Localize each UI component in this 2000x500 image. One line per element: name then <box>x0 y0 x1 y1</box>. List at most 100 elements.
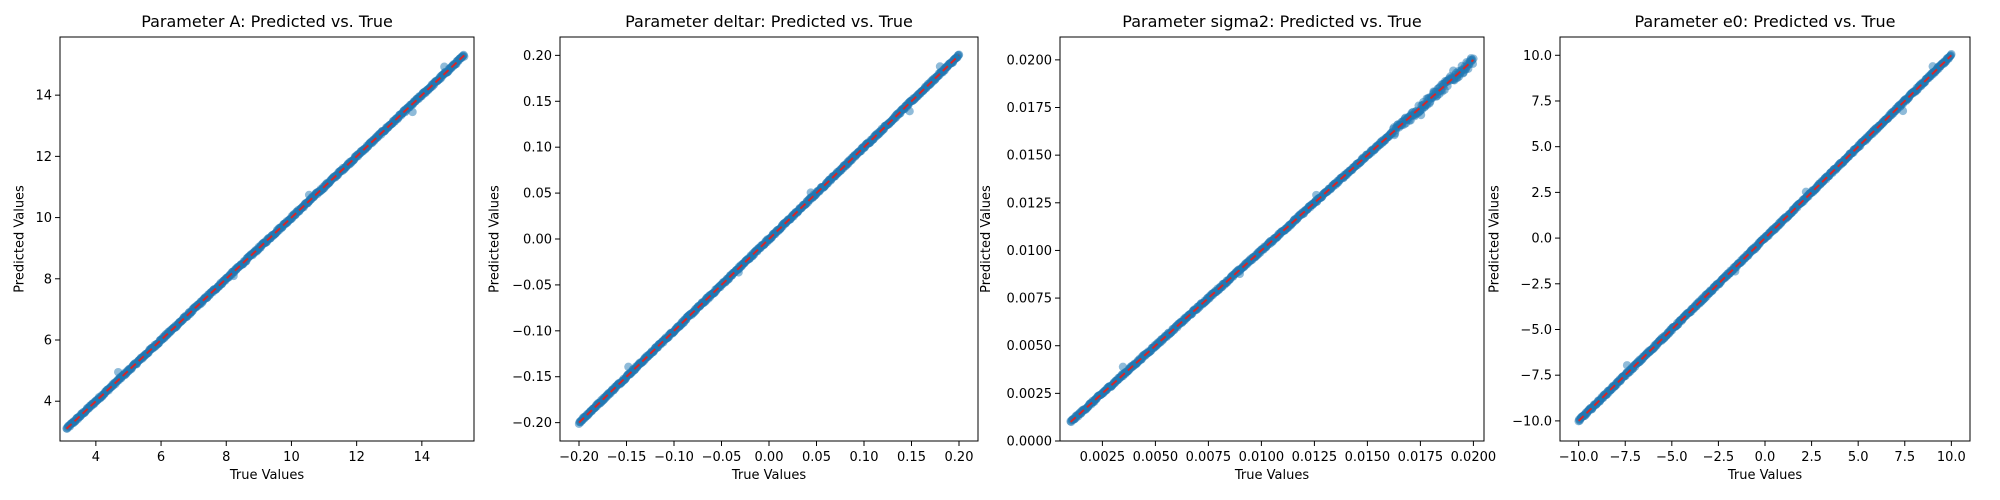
y-tick-label: −10.0 <box>1512 414 1552 429</box>
x-tick-label: 8 <box>222 450 230 465</box>
x-tick-label: 2.5 <box>1801 450 1822 465</box>
x-tick-label: 0.0100 <box>1239 450 1285 465</box>
chart-title: Parameter e0: Predicted vs. True <box>1635 12 1896 31</box>
x-tick-label: 4 <box>92 450 100 465</box>
scatter-point <box>408 107 417 117</box>
reference-line <box>65 54 465 430</box>
y-tick-label: 2.5 <box>1531 186 1552 201</box>
scatter-point <box>954 50 964 59</box>
scatter-point <box>905 106 914 116</box>
y-tick-label: 10.0 <box>1523 49 1552 64</box>
y-tick-label: 0.15 <box>523 95 552 110</box>
x-axis-label: True Values <box>1234 468 1309 483</box>
x-tick-label: −5.0 <box>1656 450 1688 465</box>
scatter-point <box>1449 66 1458 75</box>
y-tick-label: 0.0100 <box>1007 244 1053 259</box>
panels: 4 6 8 10 12 14 4 6 8 10 12 14 Parameter A: Predicted… <box>12 12 1971 483</box>
y-tick-label: 0.20 <box>523 49 552 64</box>
y-axis-label: Predicted Values <box>979 185 994 293</box>
y-tick-label: −0.10 <box>512 324 552 339</box>
x-tick-label: 0.20 <box>945 450 974 465</box>
x-tick-label: 0.0175 <box>1398 450 1444 465</box>
chart-panel-4: −10.0 −7.5 −5.0 −2.5 0.0 2.5 5.0 7.5 10.0 −10.0 −7… <box>1488 12 1971 483</box>
x-tick-label: 0.00 <box>755 450 784 465</box>
x-tick-label: −10.0 <box>1559 450 1599 465</box>
chart-title: Parameter A: Predicted vs. True <box>141 12 393 31</box>
y-tick-label: 0.0075 <box>1007 292 1053 307</box>
x-tick-label: −0.20 <box>559 450 599 465</box>
y-tick-label: 0.0050 <box>1007 339 1053 354</box>
chart-panel-2: −0.20 −0.15 −0.10 −0.05 0.00 0.05 0.10 0.15 0.20… <box>488 12 979 483</box>
y-tick-label: 0.05 <box>523 187 552 202</box>
x-tick-label: −0.10 <box>654 450 694 465</box>
chart-panel-3: 0.0025 0.0050 0.0075 0.0100 0.0125 0.0150 0.01… <box>979 12 1496 483</box>
reference-line <box>578 54 960 424</box>
scatter-point <box>624 362 633 372</box>
chart-title: Parameter deltar: Predicted vs. True <box>625 12 913 31</box>
y-tick-label: 0.0025 <box>1007 387 1053 402</box>
y-tick-label: 10 <box>35 211 52 226</box>
scatter-point <box>734 268 743 277</box>
x-tick-label: 0.0200 <box>1451 450 1497 465</box>
y-tick-label: 0.0150 <box>1007 149 1053 164</box>
x-axis-label: True Values <box>731 468 806 483</box>
y-tick-label: 4 <box>44 395 52 410</box>
y-tick-label: 5.0 <box>1531 140 1552 155</box>
y-tick-label: 7.5 <box>1531 94 1552 109</box>
x-axis-label: True Values <box>229 468 304 483</box>
y-tick-label: 0.10 <box>523 141 552 156</box>
x-tick-label: 10.0 <box>1937 450 1966 465</box>
scatter-point <box>1801 187 1811 197</box>
scatter-point <box>1898 106 1908 116</box>
chart-title: Parameter sigma2: Predicted vs. True <box>1122 12 1421 31</box>
y-tick-label: 14 <box>35 89 52 104</box>
y-axis-label: Predicted Values <box>12 185 27 293</box>
y-tick-label: −5.0 <box>1520 323 1552 338</box>
y-tick-label: 0.0200 <box>1007 53 1053 68</box>
scatter-point <box>1730 267 1740 276</box>
scatter-point <box>440 62 449 71</box>
axes-frame <box>59 36 475 442</box>
y-tick-label: −7.5 <box>1520 369 1552 384</box>
x-tick-label: 0.05 <box>802 450 831 465</box>
y-tick-label: 12 <box>35 150 52 165</box>
y-tick-label: 0.0175 <box>1007 101 1053 116</box>
x-tick-label: 0.10 <box>850 450 879 465</box>
reference-line <box>1577 54 1953 422</box>
y-tick-label: 0.00 <box>523 233 552 248</box>
x-tick-label: 10 <box>283 450 300 465</box>
scatter-point <box>1469 54 1478 63</box>
x-tick-label: −0.15 <box>607 450 647 465</box>
reference-line <box>1069 59 1475 423</box>
y-tick-label: 0.0 <box>1531 232 1552 247</box>
scatter-point <box>806 188 815 197</box>
x-tick-label: 0.0075 <box>1186 450 1232 465</box>
x-tick-label: −2.5 <box>1703 450 1735 465</box>
scatter-point <box>304 190 314 200</box>
y-tick-label: −0.05 <box>512 278 552 293</box>
x-tick-label: −0.05 <box>702 450 742 465</box>
x-axis-label: True Values <box>1727 468 1802 483</box>
chart-panel-1: 4 6 8 10 12 14 4 6 8 10 12 14 Parameter A: Predicted… <box>12 12 475 483</box>
x-tick-label: −7.5 <box>1609 450 1641 465</box>
x-tick-label: 0.0150 <box>1345 450 1391 465</box>
scatter-point <box>935 62 945 71</box>
axes-frame <box>1059 36 1485 442</box>
scatter-point <box>1622 361 1632 370</box>
scatter-point <box>1312 190 1321 200</box>
y-tick-label: 6 <box>44 334 52 349</box>
scatter-point <box>1416 110 1426 120</box>
x-tick-label: 0.0 <box>1755 450 1776 465</box>
scatter-point <box>1118 362 1128 371</box>
y-tick-label: 8 <box>44 272 52 287</box>
y-tick-label: −0.15 <box>512 370 552 385</box>
x-tick-label: 6 <box>157 450 165 465</box>
x-tick-label: 0.15 <box>897 450 926 465</box>
y-tick-label: −2.5 <box>1520 277 1552 292</box>
y-tick-label: 0.0125 <box>1007 196 1053 211</box>
scatter-point <box>114 367 123 377</box>
x-tick-label: 0.0025 <box>1080 450 1126 465</box>
x-tick-label: 14 <box>414 450 431 465</box>
scatter-point <box>1928 62 1937 71</box>
